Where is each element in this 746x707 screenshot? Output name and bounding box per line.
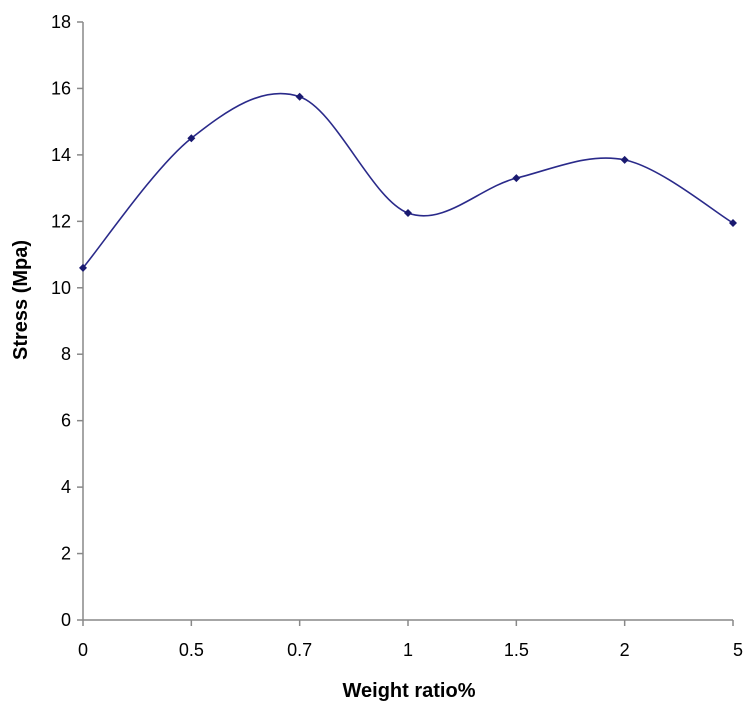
x-tick-label: 0.5 [179,640,204,660]
x-tick-label: 1.5 [504,640,529,660]
x-tick-label: 0 [78,640,88,660]
data-point-marker [295,92,304,101]
data-markers [79,92,737,272]
y-axis-title: Stress (Mpa) [10,240,32,360]
x-tick-label: 1 [403,640,413,660]
x-tick-label: 2 [620,640,630,660]
data-point-marker [620,155,629,164]
y-tick-label: 16 [51,78,71,98]
y-tick-label: 10 [51,278,71,298]
data-point-marker [187,134,196,143]
y-tick-label: 8 [61,344,71,364]
x-axis-title: Weight ratio% [343,680,476,702]
x-tick-label: 0.7 [287,640,312,660]
y-tick-label: 14 [51,145,71,165]
series-line [82,92,734,269]
data-point-marker [512,174,521,183]
y-tick-label: 6 [61,411,71,431]
y-tick-label: 2 [61,544,71,564]
x-axis-ticks: 0 0.5 0.7 1 1.5 2 5 [78,620,743,660]
data-point-marker [404,209,412,218]
y-tick-label: 4 [61,477,71,497]
x-tick-label: 5 [733,640,743,660]
y-axis-ticks: 0 2 4 6 8 10 12 14 16 18 [51,12,83,630]
y-tick-label: 12 [51,211,71,231]
y-tick-label: 18 [51,12,71,32]
data-point-marker [79,263,87,272]
data-point-marker [729,218,737,227]
y-tick-label: 0 [61,610,71,630]
